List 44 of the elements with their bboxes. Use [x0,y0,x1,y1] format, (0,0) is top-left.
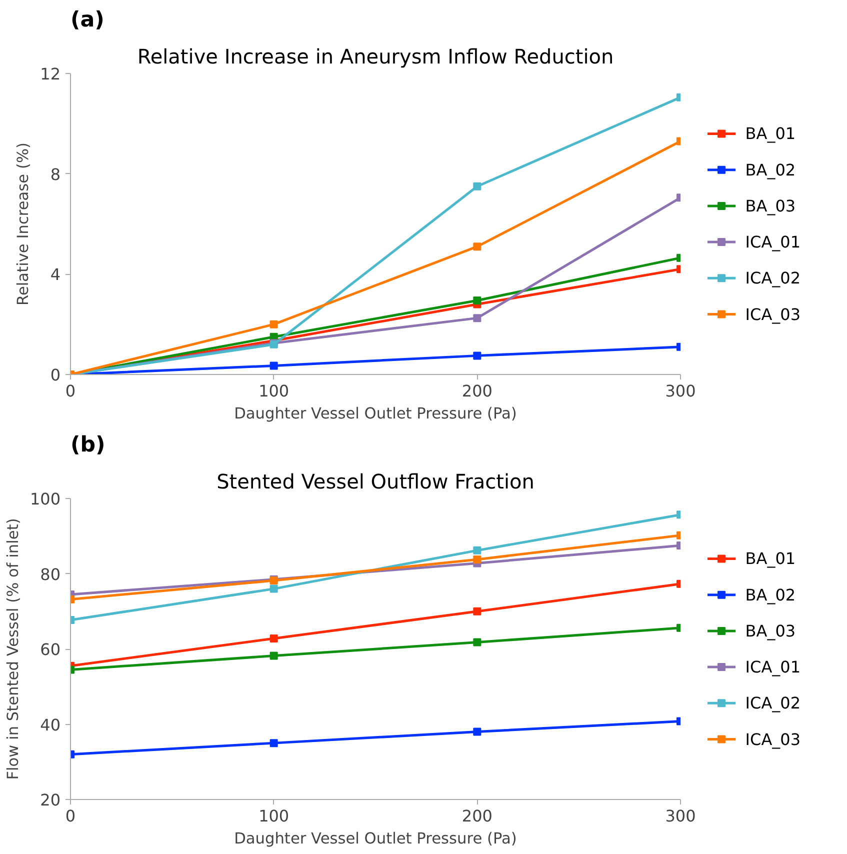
point [473,296,482,305]
y-axis-title: Flow in Stented Vessel (% of inlet) [4,518,22,780]
x-tick-label: 200 [462,806,492,826]
legend-label: BA_03 [745,196,796,216]
point [473,352,482,360]
y-tick-label: 20 [40,790,60,810]
point [473,182,482,190]
y-tick-label: 4 [50,265,61,284]
legend-label: ICA_03 [745,730,801,749]
point [473,242,482,251]
text: (b) [70,432,106,458]
legend-label: BA_02 [745,160,796,180]
text: (a) [70,8,104,32]
x-tick-label: 100 [258,382,290,400]
x-tick-label: 300 [665,806,696,826]
legend-label: ICA_03 [745,304,801,324]
y-tick-label: 40 [40,715,60,734]
legend-label: ICA_01 [745,658,801,677]
point [473,314,482,322]
point [270,362,278,370]
legend-label: BA_03 [745,621,796,640]
y-tick-label: 80 [40,564,60,584]
x-tick-label: 0 [65,806,76,826]
x-axis-title: Daughter Vessel Outlet Pressure (Pa) [234,830,517,848]
x-tick-label: 200 [462,382,492,400]
x-tick-label: 0 [65,382,76,400]
x-tick-label: 300 [665,382,696,400]
chart-title: Relative Increase in Aneurysm Inflow Reduction [137,44,614,68]
x-axis-title: Daughter Vessel Outlet Pressure (Pa) [234,404,517,422]
legend-label: ICA_02 [745,268,801,288]
legend-label: ICA_02 [745,694,801,713]
legend-label: ICA_01 [745,232,801,252]
y-tick-label: 12 [40,64,60,84]
y-axis-title: Relative Increase (%) [14,142,32,306]
legend-label: BA_01 [745,124,796,144]
legend-label: BA_02 [745,585,796,604]
chart-title: Stented Vessel Outflow Fraction [216,470,534,494]
y-tick-label: 0 [50,366,61,384]
y-tick-label: 60 [40,640,60,659]
x-tick-label: 100 [258,806,290,826]
point [270,320,278,328]
y-tick-label: 8 [50,164,61,184]
y-tick-label: 100 [30,490,61,508]
legend-label: BA_01 [745,549,796,568]
